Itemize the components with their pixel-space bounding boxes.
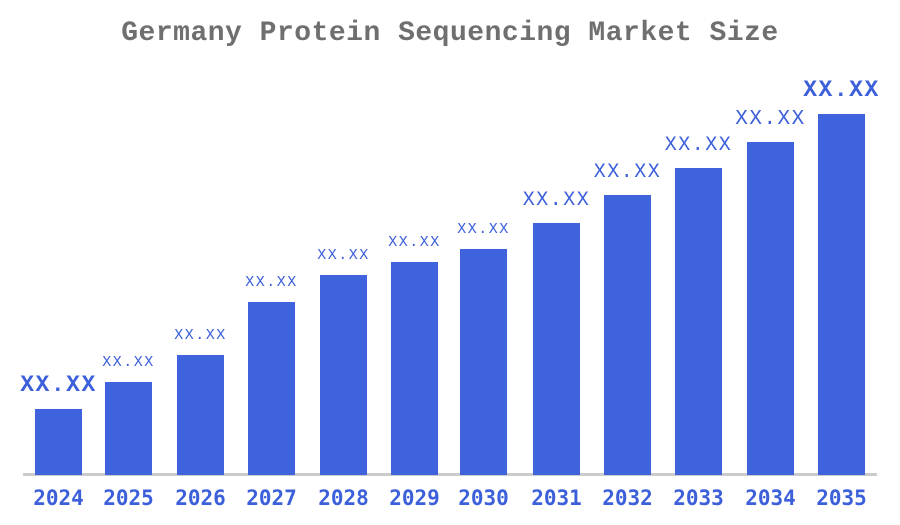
x-tick-2029: 2029	[389, 486, 440, 510]
x-tick-2024: 2024	[33, 486, 84, 510]
bar-2032	[604, 195, 651, 475]
x-tick-2030: 2030	[458, 486, 509, 510]
x-tick-2031: 2031	[531, 486, 582, 510]
x-tick-2025: 2025	[103, 486, 154, 510]
value-label-2027: XX.XX	[245, 274, 298, 291]
x-tick-2032: 2032	[602, 486, 653, 510]
x-tick-2033: 2033	[673, 486, 724, 510]
x-tick-2028: 2028	[318, 486, 369, 510]
bar-2033	[675, 168, 722, 475]
x-tick-2034: 2034	[745, 486, 796, 510]
value-label-2029: XX.XX	[388, 234, 441, 251]
chart-title: Germany Protein Sequencing Market Size	[121, 18, 779, 49]
x-tick-2026: 2026	[175, 486, 226, 510]
value-label-2024: XX.XX	[20, 372, 97, 398]
bar-2030	[460, 249, 507, 475]
value-label-2035: XX.XX	[803, 77, 880, 103]
bar-2031	[533, 223, 580, 475]
value-label-2034: XX.XX	[735, 108, 806, 131]
bar-2028	[320, 275, 367, 475]
x-tick-2027: 2027	[246, 486, 297, 510]
value-label-2033: XX.XX	[664, 134, 733, 157]
bar-2027	[248, 302, 295, 475]
value-label-2030: XX.XX	[457, 221, 510, 238]
value-label-2031: XX.XX	[522, 189, 591, 212]
bar-2029	[391, 262, 438, 475]
bar-2034	[747, 142, 794, 475]
bar-2026	[177, 355, 224, 475]
value-label-2028: XX.XX	[317, 247, 370, 264]
value-label-2032: XX.XX	[593, 161, 662, 184]
bar-2024	[35, 409, 82, 475]
x-axis-line	[23, 473, 877, 476]
value-label-2025: XX.XX	[102, 354, 155, 371]
x-tick-2035: 2035	[816, 486, 867, 510]
value-label-2026: XX.XX	[174, 327, 227, 344]
bar-2035	[818, 114, 865, 475]
bar-2025	[105, 382, 152, 475]
